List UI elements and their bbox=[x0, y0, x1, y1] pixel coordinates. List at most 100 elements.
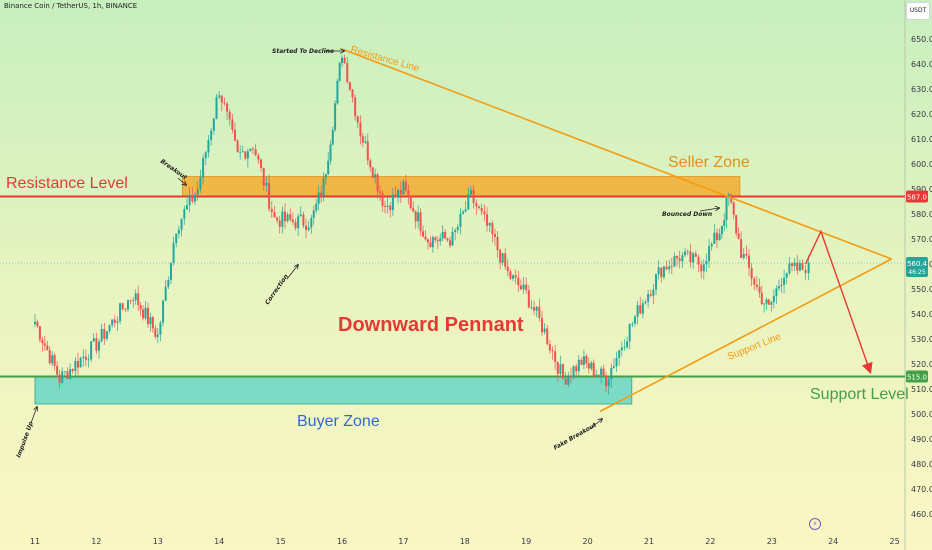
candle bbox=[249, 148, 252, 152]
candle bbox=[493, 228, 496, 246]
candle bbox=[718, 228, 721, 241]
candle-body bbox=[98, 341, 101, 351]
candle bbox=[419, 208, 422, 236]
candle bbox=[356, 115, 359, 128]
candle bbox=[429, 236, 432, 248]
candle-body bbox=[223, 102, 226, 104]
candle bbox=[665, 260, 668, 271]
x-tick-label: 20 bbox=[583, 537, 593, 546]
candle-body bbox=[575, 366, 578, 372]
candle bbox=[607, 376, 610, 395]
candle bbox=[626, 336, 629, 350]
candle bbox=[590, 360, 593, 371]
lightning-icon[interactable]: ⚡ bbox=[809, 518, 821, 530]
candle-body bbox=[798, 262, 801, 271]
symbol-label: Binance Coin / TetherUS, 1h, BINANCE bbox=[4, 2, 138, 10]
candle bbox=[322, 172, 325, 202]
candle-body bbox=[628, 324, 631, 342]
candle bbox=[79, 356, 82, 368]
candle bbox=[289, 208, 292, 223]
candle-body bbox=[668, 266, 671, 270]
candle-body bbox=[804, 270, 807, 274]
candle-body bbox=[483, 211, 486, 215]
y-tick-label: 630.0 bbox=[911, 85, 932, 94]
candle bbox=[354, 94, 357, 121]
candle-body bbox=[517, 277, 520, 286]
candle-body bbox=[475, 202, 478, 207]
candle-body bbox=[715, 232, 718, 241]
y-tick-label: 640.0 bbox=[911, 60, 932, 69]
candle bbox=[631, 321, 634, 328]
candle-body bbox=[501, 253, 504, 263]
candle bbox=[747, 249, 750, 276]
candle bbox=[780, 277, 783, 293]
candle bbox=[268, 174, 271, 212]
support-level-label: Support Level bbox=[810, 386, 909, 403]
candle bbox=[341, 55, 343, 68]
candle bbox=[499, 248, 502, 270]
candle-body bbox=[129, 300, 132, 302]
candle bbox=[512, 274, 515, 282]
candle-body bbox=[218, 95, 221, 98]
candle-body bbox=[713, 232, 716, 244]
seller-zone-label: Seller Zone bbox=[668, 154, 750, 171]
candle bbox=[351, 88, 354, 103]
candle-body bbox=[783, 277, 786, 285]
candle-body bbox=[753, 278, 756, 285]
candle-body bbox=[381, 193, 384, 206]
candle bbox=[575, 363, 578, 377]
candle-body bbox=[74, 360, 77, 372]
candle-body bbox=[467, 194, 470, 210]
candle bbox=[407, 184, 410, 205]
support-badge-text: 515.0 bbox=[907, 374, 927, 382]
candle-body bbox=[46, 345, 49, 351]
candle bbox=[409, 195, 412, 210]
currency-badge[interactable]: USDT bbox=[906, 2, 930, 20]
candle-body bbox=[758, 286, 761, 293]
candle-body bbox=[317, 192, 320, 204]
candle-body bbox=[464, 209, 467, 212]
candle-body bbox=[177, 229, 180, 234]
candle bbox=[84, 349, 87, 367]
y-tick-label: 460.0 bbox=[911, 510, 932, 519]
candle-body bbox=[103, 328, 106, 339]
candle-body bbox=[459, 213, 462, 227]
candle-body bbox=[735, 214, 738, 234]
candle bbox=[312, 205, 315, 226]
candle bbox=[87, 354, 90, 368]
candle bbox=[715, 228, 718, 249]
x-tick-label: 13 bbox=[153, 537, 163, 546]
candle-body bbox=[278, 220, 281, 227]
candle bbox=[775, 285, 778, 304]
candle-body bbox=[241, 151, 244, 153]
candle bbox=[444, 229, 447, 240]
resistance-badge-text: 587.0 bbox=[907, 194, 927, 202]
candles[interactable] bbox=[34, 54, 810, 395]
candle-body bbox=[670, 266, 673, 268]
candle bbox=[788, 256, 791, 276]
candle-body bbox=[343, 57, 346, 64]
candle-body bbox=[562, 364, 565, 379]
support-badge-bg bbox=[906, 370, 928, 383]
candle-body bbox=[429, 242, 432, 248]
candle-body bbox=[708, 246, 711, 262]
candle-body bbox=[580, 359, 583, 365]
candle bbox=[562, 363, 565, 379]
y-tick-label: 590.0 bbox=[911, 185, 932, 194]
candle bbox=[374, 168, 377, 184]
candle-body bbox=[391, 194, 394, 211]
candle bbox=[577, 355, 580, 376]
candle bbox=[644, 299, 647, 305]
candle-body bbox=[623, 347, 626, 349]
candle bbox=[394, 185, 397, 198]
candle bbox=[90, 341, 93, 363]
candle bbox=[652, 283, 655, 304]
candle bbox=[302, 211, 305, 229]
candle-body bbox=[564, 378, 567, 385]
candle-body bbox=[204, 152, 207, 159]
candle bbox=[239, 145, 242, 160]
candle-body bbox=[348, 82, 351, 90]
candle bbox=[324, 173, 327, 186]
candle-body bbox=[329, 144, 332, 161]
candle-body bbox=[610, 367, 613, 380]
